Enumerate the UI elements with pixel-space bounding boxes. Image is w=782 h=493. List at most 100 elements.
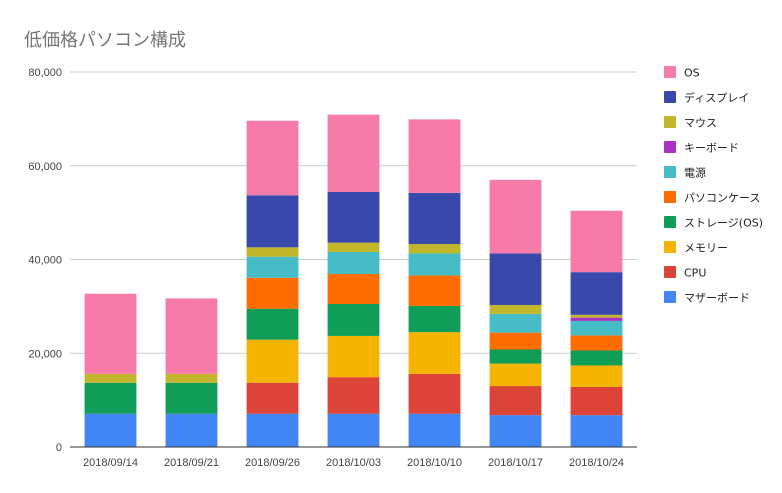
bar-segment xyxy=(165,373,218,383)
bar-segment xyxy=(570,317,623,321)
legend-item: OS xyxy=(664,66,700,80)
bar-segment xyxy=(327,335,380,378)
bar-segment xyxy=(408,373,461,414)
bar-segment xyxy=(570,320,623,336)
bar-segment xyxy=(489,415,542,448)
bar-segment xyxy=(408,192,461,245)
bar-segment xyxy=(489,386,542,416)
bar-segment xyxy=(570,365,623,387)
bar-segment xyxy=(327,274,380,305)
chart-title: 低価格パソコン構成 xyxy=(24,30,186,51)
bar-segment xyxy=(84,413,137,447)
bar-segment xyxy=(408,253,461,276)
bar-segment xyxy=(327,252,380,275)
axes: 0 20,000 40,000 60,000 80,000 2018/09/14 2018/… xyxy=(28,67,637,469)
bar-segment xyxy=(84,373,137,383)
bar-segment xyxy=(570,350,623,366)
legend-swatch xyxy=(664,191,676,203)
bar-segment xyxy=(246,308,299,340)
bar-segment xyxy=(246,247,299,257)
legend-label: 電源 xyxy=(684,166,706,180)
bar-segment xyxy=(489,253,542,305)
legend-item: ストレージ(OS) xyxy=(664,216,763,230)
legend-swatch xyxy=(664,266,676,278)
legend-item: 電源 xyxy=(664,166,706,180)
bar-segment xyxy=(327,114,380,192)
legend-swatch xyxy=(664,241,676,253)
bars xyxy=(84,114,623,448)
bar-segment xyxy=(327,304,380,336)
legend-label: パソコンケース xyxy=(684,192,760,205)
bar-segment xyxy=(489,349,542,364)
x-tick-label: 2018/10/03 xyxy=(326,457,381,469)
legend-label: キーボード xyxy=(684,142,739,155)
bar-segment xyxy=(570,415,623,448)
bar-segment xyxy=(246,277,299,309)
y-tick-label: 40,000 xyxy=(28,255,62,267)
legend-swatch xyxy=(664,66,676,78)
x-tick-label: 2018/09/21 xyxy=(164,457,219,469)
bar-segment xyxy=(570,387,623,416)
legend-label: OS xyxy=(684,67,700,80)
bar-segment xyxy=(489,332,542,350)
bar-segment xyxy=(84,382,137,414)
legend-item: マウス xyxy=(664,116,717,130)
bar-segment xyxy=(246,413,299,447)
y-tick-label: 0 xyxy=(56,442,62,454)
legend-item: メモリー xyxy=(664,241,728,255)
legend-item: キーボード xyxy=(664,141,739,155)
x-tick-label: 2018/10/17 xyxy=(488,457,543,469)
bar-segment xyxy=(246,256,299,278)
bar-segment xyxy=(489,313,542,333)
y-tick-label: 60,000 xyxy=(28,161,62,173)
legend-label: メモリー xyxy=(684,242,728,255)
bar-segment xyxy=(570,210,623,273)
bar-segment xyxy=(570,314,623,318)
bar-segment xyxy=(408,413,461,447)
legend-item: ディスプレイ xyxy=(664,91,749,105)
legend-swatch xyxy=(664,91,676,103)
x-tick-label: 2018/10/10 xyxy=(407,457,462,469)
bar-segment xyxy=(408,119,461,193)
x-tick-label: 2018/09/14 xyxy=(83,457,138,469)
y-tick-label: 80,000 xyxy=(28,67,62,79)
legend-label: ディスプレイ xyxy=(684,91,749,105)
bar-segment xyxy=(489,363,542,387)
bar-segment xyxy=(84,293,137,374)
bar-segment xyxy=(489,179,542,254)
bar-segment xyxy=(246,339,299,383)
legend-item: マザーボード xyxy=(664,291,750,305)
legend-item: パソコンケース xyxy=(664,191,760,205)
bar-segment xyxy=(327,242,380,252)
bar-segment xyxy=(408,332,461,374)
bar-segment xyxy=(165,382,218,414)
bar-segment xyxy=(570,272,623,315)
bar-segment xyxy=(327,413,380,447)
x-tick-label: 2018/10/24 xyxy=(569,457,624,469)
legend-swatch xyxy=(664,116,676,128)
legend-label: マザーボード xyxy=(684,292,750,305)
bar-segment xyxy=(246,382,299,414)
y-tick-label: 20,000 xyxy=(28,348,62,360)
bar-segment xyxy=(327,377,380,414)
bar-segment xyxy=(570,335,623,351)
legend-label: CPU xyxy=(684,267,706,280)
legend-item: CPU xyxy=(664,266,706,280)
legend-swatch xyxy=(664,141,676,153)
bar-segment xyxy=(165,413,218,447)
legend-label: マウス xyxy=(684,117,717,130)
bar-segment xyxy=(408,305,461,333)
bar-segment xyxy=(327,192,380,243)
legend-swatch xyxy=(664,166,676,178)
bar-segment xyxy=(408,275,461,306)
legend-swatch xyxy=(664,291,676,303)
bar-segment xyxy=(246,195,299,248)
legend-label: ストレージ(OS) xyxy=(684,217,763,230)
bar-segment xyxy=(408,244,461,254)
legend-swatch xyxy=(664,216,676,228)
bar-segment xyxy=(246,120,299,196)
bar-segment xyxy=(165,298,218,374)
